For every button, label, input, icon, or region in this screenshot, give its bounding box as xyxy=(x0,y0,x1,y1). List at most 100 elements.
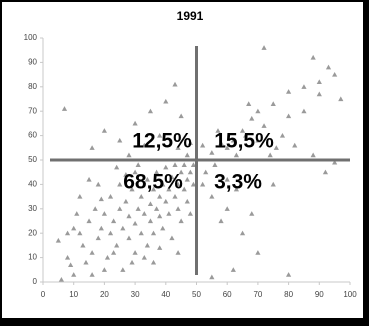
point xyxy=(77,194,83,199)
point xyxy=(120,267,126,272)
point xyxy=(169,235,175,241)
point xyxy=(261,123,267,128)
y-tick-label: 70 xyxy=(28,106,37,115)
point xyxy=(166,186,172,192)
point xyxy=(132,220,138,226)
point xyxy=(157,133,163,138)
chart-title: 1991 xyxy=(177,9,204,23)
point xyxy=(209,194,215,199)
point xyxy=(157,213,163,219)
point xyxy=(224,206,230,211)
point xyxy=(200,142,206,148)
point xyxy=(255,137,261,143)
annotation: 3,3% xyxy=(214,171,262,194)
point xyxy=(68,262,74,267)
point xyxy=(279,133,286,138)
point xyxy=(255,108,261,114)
x-tick-label: 10 xyxy=(69,290,78,299)
point xyxy=(117,181,123,187)
point xyxy=(261,45,267,50)
y-tick-label: 50 xyxy=(28,155,37,164)
point xyxy=(224,145,230,150)
point xyxy=(310,152,316,158)
point xyxy=(64,255,71,260)
y-tick-label: 60 xyxy=(28,131,37,140)
point xyxy=(117,206,123,211)
point xyxy=(89,145,95,150)
point xyxy=(71,272,77,277)
point xyxy=(129,186,135,192)
y-tick-label: 90 xyxy=(28,58,37,67)
point xyxy=(150,259,157,265)
point xyxy=(95,235,101,241)
point xyxy=(273,145,279,150)
point xyxy=(114,242,120,248)
point xyxy=(141,211,147,216)
x-tick-label: 50 xyxy=(192,290,201,299)
point xyxy=(230,267,236,272)
point xyxy=(267,152,273,158)
point xyxy=(132,169,138,175)
point xyxy=(332,159,338,165)
point xyxy=(120,225,126,231)
point xyxy=(153,206,160,211)
point xyxy=(218,140,224,145)
point xyxy=(270,181,276,187)
point xyxy=(166,211,172,216)
point xyxy=(175,145,181,150)
point xyxy=(249,211,255,216)
point xyxy=(190,181,197,187)
point xyxy=(316,79,322,84)
point xyxy=(239,230,246,236)
point xyxy=(117,137,123,143)
point xyxy=(160,181,166,187)
point xyxy=(230,137,236,143)
point xyxy=(172,162,178,167)
point xyxy=(181,186,187,192)
point xyxy=(325,64,332,70)
point xyxy=(215,128,221,133)
point xyxy=(95,181,101,187)
point xyxy=(249,115,255,121)
point xyxy=(126,213,132,219)
point xyxy=(111,250,117,255)
x-tick-label: 20 xyxy=(100,290,109,299)
point xyxy=(98,225,104,231)
point xyxy=(233,152,240,158)
point xyxy=(209,274,215,280)
point xyxy=(92,206,98,211)
point xyxy=(144,176,150,182)
point xyxy=(132,120,138,126)
point xyxy=(163,198,169,204)
point xyxy=(233,186,240,192)
point xyxy=(322,169,329,175)
point xyxy=(71,225,77,231)
x-tick-label: 30 xyxy=(131,290,140,299)
point xyxy=(338,96,344,102)
x-tick-label: 80 xyxy=(284,290,293,299)
point xyxy=(301,108,307,114)
point xyxy=(135,206,141,211)
point xyxy=(286,113,292,119)
point xyxy=(107,194,114,199)
point xyxy=(175,250,181,255)
y-tick-label: 40 xyxy=(28,180,37,189)
point xyxy=(178,169,184,175)
point xyxy=(129,259,135,265)
point xyxy=(286,272,292,277)
annotation: 12,5% xyxy=(132,130,192,153)
point xyxy=(61,106,68,111)
point xyxy=(175,181,181,187)
point xyxy=(135,162,141,167)
point xyxy=(172,81,178,87)
point xyxy=(55,237,61,243)
point xyxy=(111,218,117,224)
point xyxy=(101,211,107,216)
point xyxy=(157,194,163,199)
y-tick-label: 10 xyxy=(28,253,37,262)
point xyxy=(138,230,144,236)
point xyxy=(157,245,163,250)
point xyxy=(101,267,107,272)
point xyxy=(141,142,147,148)
